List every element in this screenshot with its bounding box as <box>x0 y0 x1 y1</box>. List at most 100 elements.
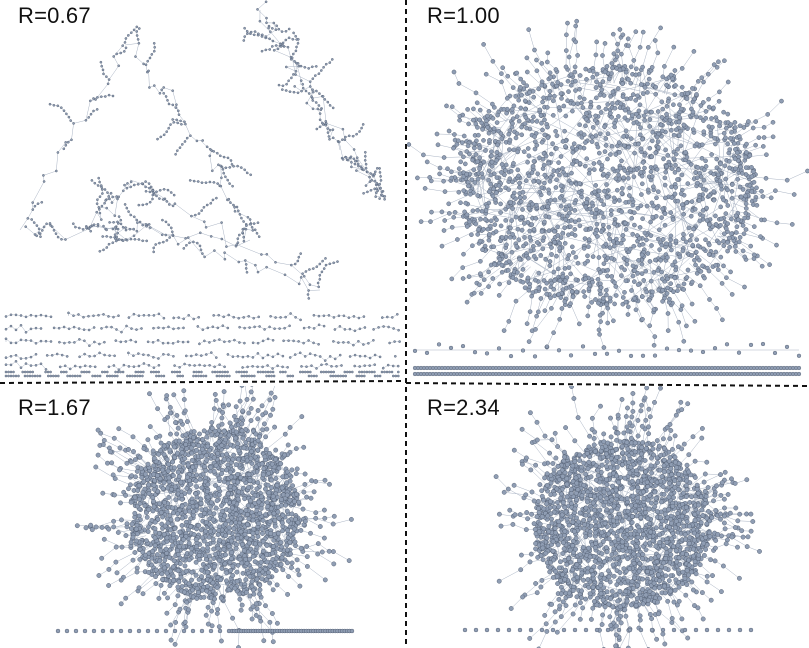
network-node <box>572 64 578 70</box>
network-node <box>665 328 671 333</box>
network-node <box>297 255 301 259</box>
network-node <box>293 85 297 88</box>
network-node <box>669 184 674 190</box>
network-node <box>460 276 466 281</box>
network-node <box>324 122 328 125</box>
network-node <box>456 81 462 86</box>
network-node <box>498 187 503 193</box>
network-node <box>490 276 496 281</box>
network-node <box>4 315 8 318</box>
network-node <box>697 198 702 203</box>
network-node <box>67 115 71 119</box>
network-node <box>599 87 605 93</box>
network-node <box>199 446 205 452</box>
network-node <box>573 88 578 93</box>
network-node <box>711 189 717 194</box>
network-node <box>273 327 276 331</box>
network-node <box>258 19 262 23</box>
network-node <box>161 240 165 244</box>
network-node <box>253 30 257 33</box>
network-node <box>494 149 500 155</box>
network-node <box>639 192 644 197</box>
network-node <box>199 374 203 378</box>
network-node <box>620 81 625 87</box>
network-node <box>52 374 55 378</box>
network-node <box>476 132 481 138</box>
network-node <box>691 226 696 232</box>
network-node <box>97 176 100 180</box>
network-node <box>714 306 719 311</box>
network-node <box>539 82 544 88</box>
network-node <box>248 222 252 226</box>
network-node <box>132 234 136 238</box>
network-node <box>619 273 624 278</box>
network-node <box>314 65 318 68</box>
network-node <box>161 341 165 345</box>
network-node <box>471 141 477 147</box>
network-node <box>127 365 131 368</box>
network-node <box>188 524 194 529</box>
network-node <box>713 221 719 227</box>
network-node <box>357 374 361 378</box>
network-node <box>138 220 142 224</box>
network-node <box>527 228 533 234</box>
network-node <box>188 179 192 182</box>
network-node <box>373 374 377 378</box>
network-node <box>515 270 520 275</box>
network-node <box>95 202 99 205</box>
network-node <box>566 89 571 94</box>
network-node <box>192 370 196 374</box>
network-node <box>261 356 265 360</box>
network-node <box>571 141 577 146</box>
network-node <box>494 175 500 180</box>
network-node <box>442 189 448 194</box>
network-node <box>176 242 180 246</box>
network-node <box>271 338 275 342</box>
network-node <box>35 224 39 227</box>
network-node <box>451 214 457 220</box>
network-node <box>558 203 564 209</box>
network-node <box>736 134 742 139</box>
network-node <box>269 314 272 318</box>
network-node <box>112 220 115 224</box>
network-node <box>225 480 231 486</box>
network-node <box>604 194 610 200</box>
network-node <box>100 204 104 208</box>
network-node <box>612 105 618 111</box>
network-node <box>596 300 601 306</box>
network-node <box>284 65 288 69</box>
network-node <box>159 135 163 139</box>
network-node <box>611 243 617 249</box>
network-node <box>597 312 603 318</box>
network-node <box>483 217 488 222</box>
network-node <box>676 167 681 173</box>
network-node <box>719 281 725 286</box>
network-node <box>208 154 212 158</box>
network-node <box>158 241 161 245</box>
network-node <box>257 235 261 238</box>
network-node <box>534 57 539 63</box>
network-node <box>562 299 568 304</box>
network-node <box>232 203 235 207</box>
network-node <box>606 76 612 82</box>
network-node <box>240 370 243 374</box>
network-node <box>311 77 315 80</box>
network-node <box>585 313 591 319</box>
network-node <box>473 152 479 157</box>
network-node <box>260 33 264 37</box>
network-node <box>701 129 707 134</box>
network-node <box>218 363 221 367</box>
network-node <box>29 364 33 367</box>
network-node <box>180 143 184 146</box>
network-node <box>181 374 184 378</box>
network-node <box>279 45 283 48</box>
network-node <box>187 313 190 317</box>
network-node <box>154 370 158 374</box>
network-node <box>743 154 749 160</box>
network-node <box>487 189 492 194</box>
network-node <box>147 223 151 226</box>
network-node <box>301 370 305 374</box>
network-node <box>343 328 347 331</box>
network-node <box>383 370 386 374</box>
network-node <box>718 204 724 210</box>
